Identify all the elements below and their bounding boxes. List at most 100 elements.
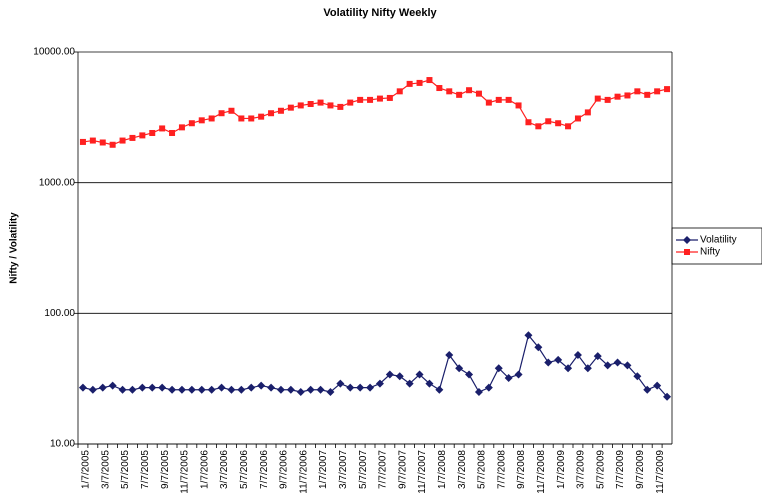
x-tick-label: 1/7/2006 [199,450,210,489]
data-point [466,87,473,94]
x-tick-label: 7/7/2009 [615,450,626,489]
data-point [515,102,522,109]
data-point [158,383,167,392]
legend-marker [684,249,690,255]
x-tick-label: 1/7/2005 [81,450,92,489]
data-point [425,379,434,388]
data-point [456,91,463,98]
data-point [614,93,621,100]
x-tick-label: 9/7/2006 [279,450,290,489]
data-point [395,372,404,381]
data-point [357,96,364,103]
data-point [187,385,196,394]
data-point [485,99,492,106]
data-point [564,364,573,373]
data-point [119,137,126,144]
y-tick-label: 10000.00 [33,47,75,58]
data-point [504,373,513,382]
data-point [208,115,215,122]
data-point [286,385,295,394]
data-point [545,118,552,125]
data-point [455,364,464,373]
x-tick-label: 9/7/2008 [516,450,527,489]
x-tick-label: 7/7/2008 [496,450,507,489]
data-point [584,109,591,116]
data-point [514,370,523,379]
data-point [238,115,245,122]
x-tick-label: 3/7/2008 [457,450,468,489]
data-point [435,385,444,394]
data-point [396,88,403,95]
data-point [654,88,661,95]
data-point [247,383,256,392]
data-point [217,383,226,392]
data-point [177,385,186,394]
data-point [88,385,97,394]
data-point [169,129,176,136]
data-point [198,117,205,124]
data-point [366,383,375,392]
data-point [593,352,602,361]
data-point [494,364,503,373]
chart-title: Volatility Nifty Weekly [323,7,437,19]
data-point [307,100,314,107]
data-point [89,137,96,144]
data-point [367,96,374,103]
x-tick-label: 1/7/2007 [318,450,329,489]
data-point [98,383,107,392]
data-point [149,129,156,136]
data-point [197,385,206,394]
x-tick-label: 5/7/2007 [358,450,369,489]
data-point [386,94,393,101]
x-tick-label: 11/7/2007 [417,450,428,494]
x-tick-label: 11/7/2009 [655,450,666,494]
y-tick-label: 10.00 [50,439,75,450]
data-point [653,381,662,390]
data-point [276,385,285,394]
data-point [406,80,413,87]
data-point [159,125,166,132]
data-point [337,103,344,110]
data-point [555,120,562,127]
x-tick-label: 11/7/2006 [298,450,309,494]
data-point [574,115,581,122]
data-point [138,383,147,392]
x-tick-label: 5/7/2008 [477,450,488,489]
x-tick-label: 5/7/2005 [120,450,131,489]
x-tick-label: 5/7/2009 [595,450,606,489]
x-tick-label: 9/7/2007 [397,450,408,489]
x-tick-label: 7/7/2007 [378,450,389,489]
data-point [109,141,116,148]
data-point [475,90,482,97]
x-tick-label: 11/7/2008 [536,450,547,494]
data-point [78,383,87,392]
data-point [258,113,265,120]
data-point [664,86,671,93]
data-point [416,79,423,86]
data-point [376,95,383,102]
data-point [535,123,542,130]
data-point [326,388,335,397]
data-point [446,88,453,95]
legend-marker [683,236,691,244]
data-point [445,350,454,359]
x-tick-label: 5/7/2006 [239,450,250,489]
x-tick-label: 3/7/2006 [219,450,230,489]
y-tick-label: 1000.00 [39,177,76,188]
data-point [267,383,276,392]
data-point [603,361,612,370]
data-point [306,385,315,394]
data-point [79,138,86,145]
x-tick-label: 9/7/2009 [635,450,646,489]
data-point [346,383,355,392]
data-point [594,95,601,102]
x-tick-label: 3/7/2009 [576,450,587,489]
data-point [583,364,592,373]
data-point [128,385,137,394]
data-point [505,96,512,103]
data-point [525,119,532,126]
data-point [178,124,185,131]
data-point [554,355,563,364]
data-point [524,331,533,340]
